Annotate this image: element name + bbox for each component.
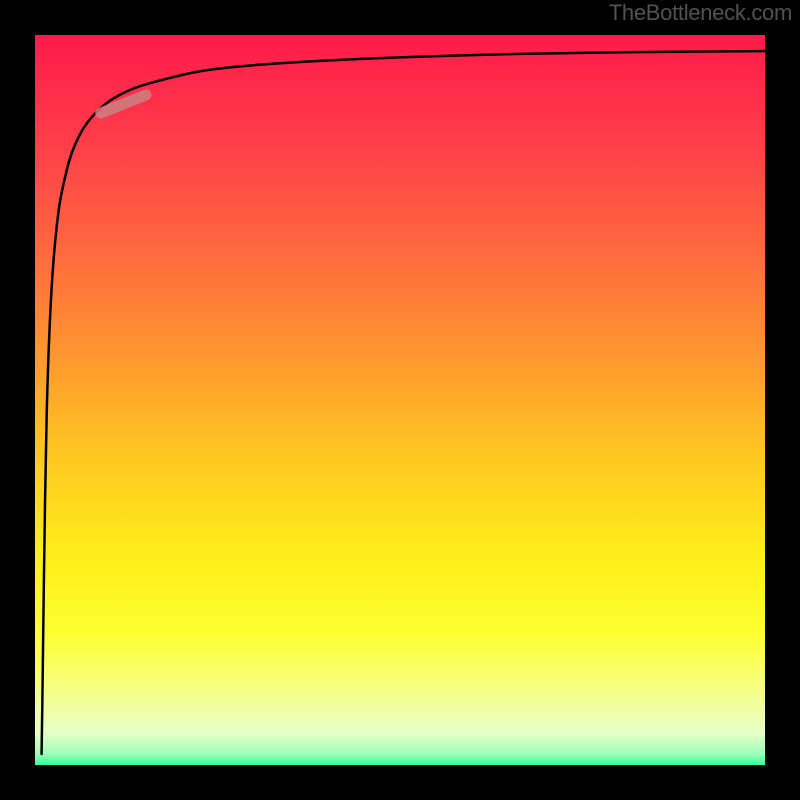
chart-page: TheBottleneck.com (0, 0, 800, 800)
plot-background (35, 35, 765, 765)
attribution-text: TheBottleneck.com (609, 0, 792, 26)
bottleneck-chart (0, 0, 800, 800)
